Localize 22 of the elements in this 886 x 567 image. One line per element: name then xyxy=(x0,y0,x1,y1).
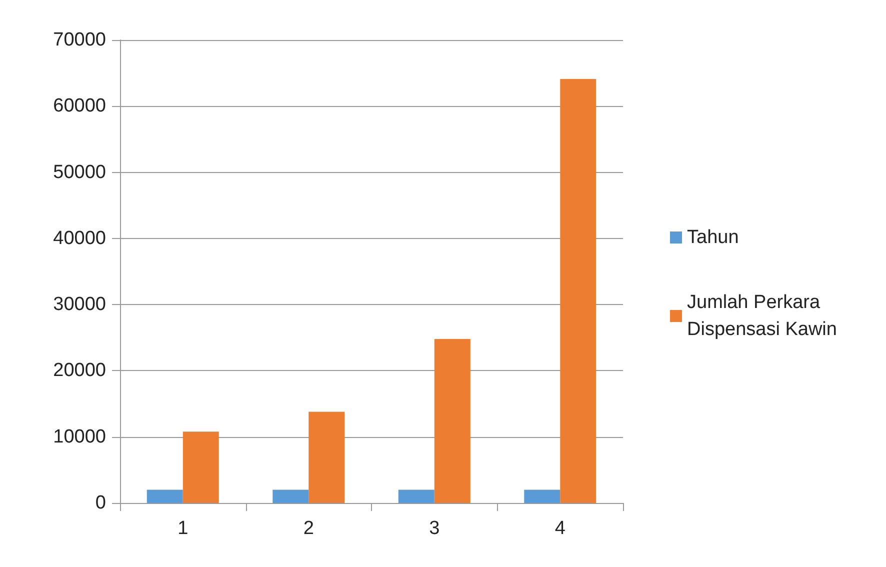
bar xyxy=(524,490,560,503)
x-tick-label: 2 xyxy=(303,518,314,539)
legend-label: Jumlah Perkara Dispensasi Kawin xyxy=(687,292,837,340)
bar xyxy=(308,412,345,503)
bar xyxy=(434,338,470,503)
y-tick-label: 30000 xyxy=(53,294,106,316)
y-tick-label: 20000 xyxy=(53,360,106,382)
bar xyxy=(182,432,219,503)
y-tick-label: 10000 xyxy=(53,426,106,448)
y-tick-label: 0 xyxy=(95,492,106,514)
x-tick-label: 4 xyxy=(554,518,566,539)
x-tick-label: 3 xyxy=(429,518,440,539)
x-tick-label: 1 xyxy=(178,518,188,539)
y-tick-label: 70000 xyxy=(53,30,106,50)
bar xyxy=(560,79,596,503)
y-tick-label: 60000 xyxy=(53,96,106,117)
bar xyxy=(272,490,309,503)
y-tick-label: 50000 xyxy=(53,162,106,183)
legend-label: Tahun xyxy=(687,227,739,248)
y-tick-label: 40000 xyxy=(53,228,106,249)
bar xyxy=(146,490,183,503)
bar xyxy=(398,490,434,503)
